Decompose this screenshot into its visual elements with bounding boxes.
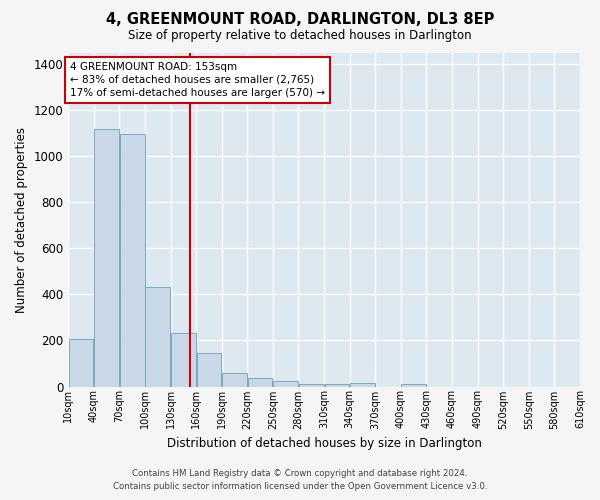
- X-axis label: Distribution of detached houses by size in Darlington: Distribution of detached houses by size …: [167, 437, 482, 450]
- Text: 4, GREENMOUNT ROAD, DARLINGTON, DL3 8EP: 4, GREENMOUNT ROAD, DARLINGTON, DL3 8EP: [106, 12, 494, 28]
- Text: Size of property relative to detached houses in Darlington: Size of property relative to detached ho…: [128, 29, 472, 42]
- Bar: [120, 134, 145, 386]
- Bar: [197, 352, 221, 386]
- Bar: [145, 288, 170, 386]
- Bar: [171, 333, 196, 386]
- Bar: [248, 378, 272, 386]
- Bar: [222, 374, 247, 386]
- Bar: [94, 128, 119, 386]
- Y-axis label: Number of detached properties: Number of detached properties: [15, 126, 28, 312]
- Bar: [350, 382, 375, 386]
- Bar: [274, 381, 298, 386]
- Bar: [299, 384, 323, 386]
- Bar: [401, 384, 426, 386]
- Bar: [325, 384, 349, 386]
- Text: 4 GREENMOUNT ROAD: 153sqm
← 83% of detached houses are smaller (2,765)
17% of se: 4 GREENMOUNT ROAD: 153sqm ← 83% of detac…: [70, 62, 325, 98]
- Bar: [68, 339, 94, 386]
- Text: Contains HM Land Registry data © Crown copyright and database right 2024.
Contai: Contains HM Land Registry data © Crown c…: [113, 470, 487, 491]
